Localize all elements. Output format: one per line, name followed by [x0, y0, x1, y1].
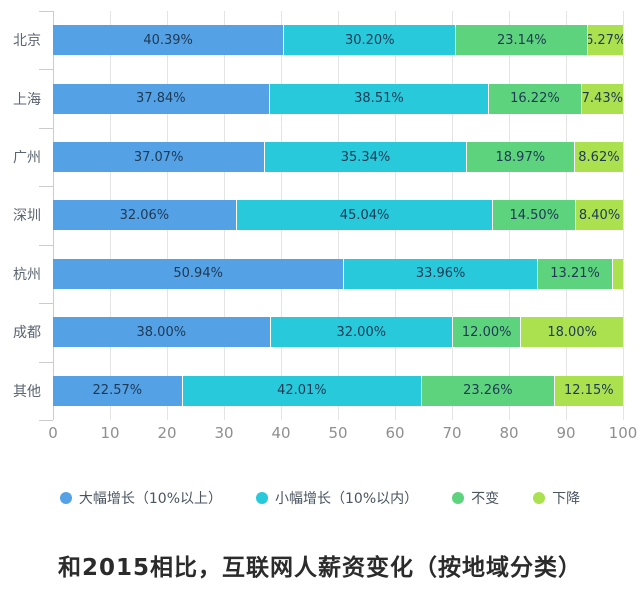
bar-segment: 12.15% — [553, 375, 623, 406]
chart-row-7: 其他 22.57% 42.01% 23.26% 12.15% — [13, 362, 623, 420]
legend-dot-icon — [452, 492, 465, 504]
chart-title: 和2015相比，互联网人薪资变化（按地域分类） — [57, 555, 582, 581]
y-axis-tick — [39, 11, 53, 12]
bar-segment: 37.84% — [53, 83, 269, 114]
chart-row-1: 北京 40.39%30.20%23.14%6.27% — [13, 11, 623, 69]
legend-item: 下降 — [533, 488, 580, 508]
bar-segment: 50.94% — [53, 258, 344, 289]
x-axis: 0 10 20 30 40 50 60 70 80 90 100 — [48, 424, 637, 444]
bar-segment: 18.97% — [465, 142, 574, 173]
bar-segment: 23.26% — [421, 375, 554, 406]
x-tick-label-0: 0 — [48, 424, 58, 442]
legend-dot-icon — [256, 492, 268, 504]
y-axis-tick — [39, 186, 53, 188]
x-tick-label-10: 10 — [100, 424, 120, 442]
category-label: 上海 — [13, 91, 41, 108]
category-label: 广州 — [13, 150, 41, 167]
y-axis-tick — [39, 361, 53, 363]
x-tick-label-80: 80 — [499, 424, 519, 442]
stacked-bar: 50.94% 33.96% 13.21% — [53, 258, 623, 289]
y-axis-tick — [39, 303, 53, 305]
chart-row-2: 上海 37.84% 38.51% 16.22% 7.43% — [13, 69, 623, 127]
bar-segment: 32.06% — [53, 200, 236, 231]
bar-segment: 33.96% — [343, 258, 537, 289]
bar-segment: 38.00% — [53, 317, 270, 348]
bar-segment: 6.27% — [587, 25, 623, 56]
x-tick-label-30: 30 — [214, 424, 234, 442]
bar-segment: 32.00% — [269, 317, 452, 348]
bar-segment: 22.57% — [53, 375, 182, 406]
bar-segment: 45.04% — [235, 200, 493, 231]
legend-dot-icon — [533, 492, 546, 504]
bar-segment: 35.34% — [264, 142, 466, 173]
legend-label: 下降 — [552, 491, 581, 507]
category-label: 成都 — [13, 325, 41, 342]
gridline-x-100 — [623, 11, 624, 420]
legend-label: 不变 — [471, 491, 500, 507]
bar-segment: 37.07% — [53, 142, 265, 173]
bar-segment — [612, 258, 623, 289]
bar-segment: 23.14% — [455, 25, 588, 56]
stacked-bar: 22.57% 42.01% 23.26% 12.15% — [53, 375, 623, 406]
x-tick-label-50: 50 — [328, 424, 348, 442]
bar-segment: 12.00% — [451, 317, 521, 348]
bar-segment: 8.40% — [575, 200, 623, 231]
x-tick-label-20: 20 — [157, 424, 177, 442]
x-tick-label-90: 90 — [556, 424, 576, 442]
legend-item: 不变 — [452, 488, 499, 508]
legend-label: 大幅增长（10%以上） — [78, 491, 222, 507]
bar-segment: 38.51% — [268, 83, 489, 114]
bar-segment: 7.43% — [580, 83, 623, 114]
bar-segment: 42.01% — [181, 375, 422, 406]
bar-segment: 16.22% — [488, 83, 581, 114]
legend-item: 小幅增长（10%以内） — [256, 488, 418, 508]
x-tick-label-60: 60 — [385, 424, 405, 442]
legend-item: 大幅增长（10%以上） — [59, 488, 222, 508]
y-axis-tick — [39, 69, 53, 71]
bar-segment: 14.50% — [492, 200, 576, 231]
stacked-bar: 37.84% 38.51% 16.22% 7.43% — [53, 83, 623, 114]
y-axis-tick — [39, 420, 53, 421]
y-axis-tick — [39, 127, 53, 129]
x-tick-label-40: 40 — [271, 424, 291, 442]
category-label: 深圳 — [13, 208, 41, 225]
bar-segment: 30.20% — [283, 25, 456, 56]
legend-label: 小幅增长（10%以内） — [275, 491, 419, 507]
x-tick-label-100: 100 — [608, 424, 638, 442]
chart-row-5: 杭州 50.94% 33.96% 13.21% — [13, 245, 623, 303]
stacked-bar: 32.06% 45.04% 14.50% 8.40% — [53, 200, 623, 231]
stacked-bar: 40.39%30.20%23.14%6.27% — [53, 25, 623, 56]
legend-dot-icon — [59, 492, 72, 504]
bar-segment: 40.39% — [53, 25, 284, 56]
bar-segment: 13.21% — [536, 258, 613, 289]
category-label: 其他 — [13, 383, 41, 400]
chart-row-3: 广州 37.07% 35.34% 18.97% 8.62% — [13, 128, 623, 186]
category-label: 杭州 — [13, 266, 41, 283]
category-label: 北京 — [13, 33, 41, 50]
y-axis-tick — [39, 244, 53, 246]
bar-segment: 8.62% — [573, 142, 623, 173]
stacked-bar: 37.07% 35.34% 18.97% 8.62% — [53, 142, 623, 173]
legend: 大幅增长（10%以上） 小幅增长（10%以内） 不变 下降 — [0, 488, 640, 508]
chart-row-6: 成都 38.00% 32.00% 12.00% 18.00% — [13, 303, 623, 361]
x-tick-label-70: 70 — [442, 424, 462, 442]
plot-area: 北京40.39%30.20%23.14%6.27%上海37.84%38.51%1… — [13, 11, 624, 421]
bar-segment: 18.00% — [520, 317, 623, 348]
stacked-bar: 38.00% 32.00% 12.00% 18.00% — [53, 317, 623, 348]
chart-row-4: 深圳 32.06% 45.04% 14.50% 8.40% — [13, 186, 623, 244]
